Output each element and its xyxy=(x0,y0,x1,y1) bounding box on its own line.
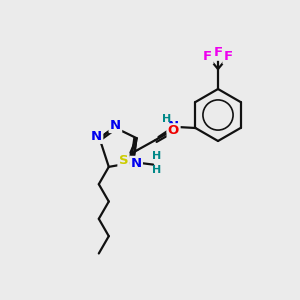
Text: F: F xyxy=(203,50,212,63)
Text: H: H xyxy=(152,151,162,160)
Text: F: F xyxy=(224,50,233,63)
Text: F: F xyxy=(213,46,223,59)
Text: H: H xyxy=(152,165,162,175)
Text: O: O xyxy=(168,124,179,137)
Text: N: N xyxy=(130,157,142,170)
Text: H: H xyxy=(162,114,171,124)
Text: N: N xyxy=(91,130,102,142)
Text: S: S xyxy=(119,154,128,166)
Text: N: N xyxy=(110,119,121,132)
Text: N: N xyxy=(168,119,179,133)
